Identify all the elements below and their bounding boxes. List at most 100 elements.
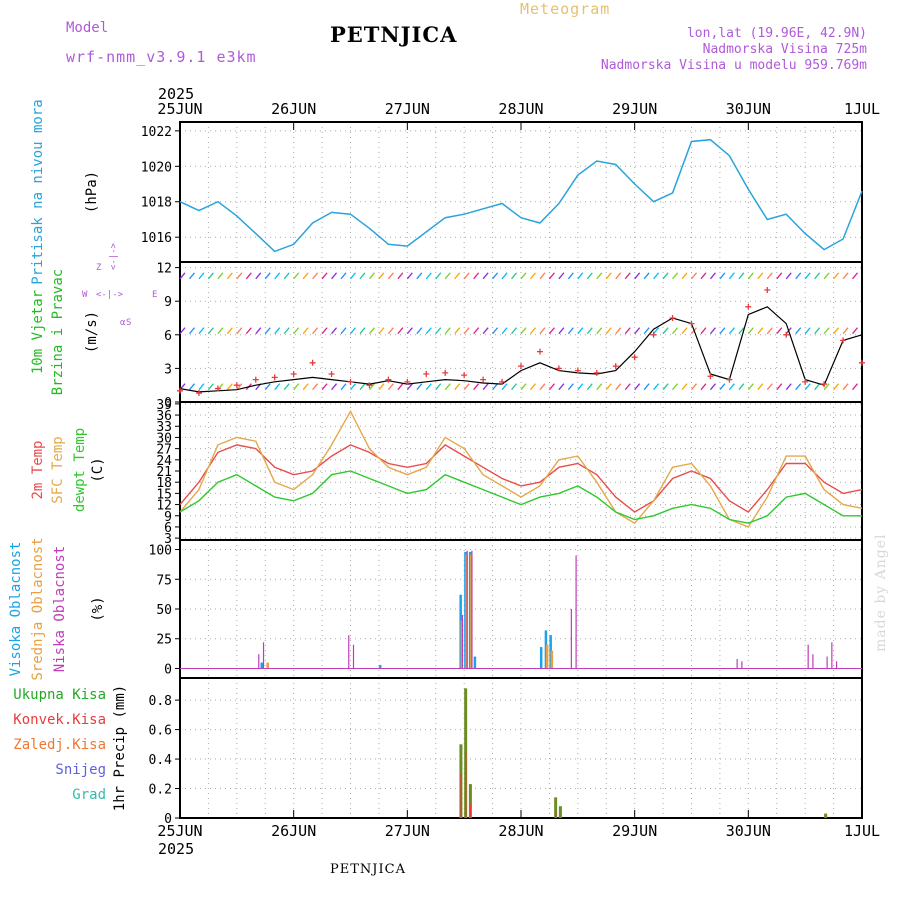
wind-barb: [577, 383, 584, 391]
wind-barb: [728, 383, 735, 391]
wind-barb: [634, 327, 641, 335]
wind-barb: [766, 327, 773, 335]
wind-label-2: Brzina i Pravac: [50, 269, 66, 395]
wind-barb: [586, 272, 593, 280]
wind-barb: [482, 272, 489, 280]
wind-barb: [814, 272, 821, 280]
wind-barb: [558, 327, 565, 335]
wind-barb: [520, 272, 527, 280]
cloud-bar: [473, 656, 477, 669]
wind-barb: [302, 383, 309, 391]
x-tick-label-top: 30JUN: [726, 100, 771, 118]
wind-barb: [548, 327, 555, 335]
wind-barb: [378, 383, 385, 391]
wind-barb: [529, 272, 536, 280]
wind-barb: [473, 272, 480, 280]
wind-gust-marker: [423, 371, 430, 377]
y-tick-label: 0: [164, 662, 172, 677]
wind-gust-marker: [518, 363, 524, 370]
wind-gust-marker: [764, 287, 771, 293]
y-tick-label: 0.8: [149, 694, 172, 709]
wind-barb: [207, 272, 214, 280]
precip-legend-item: Snijeg: [55, 762, 106, 778]
wind-gust-marker: [442, 369, 449, 376]
wind-barb: [188, 327, 195, 335]
compass-w: W: [82, 290, 88, 300]
wind-gust-marker: [555, 365, 562, 372]
cloud-bar: [262, 642, 265, 669]
wind-barb: [624, 383, 631, 391]
wind-barb: [454, 327, 461, 335]
wind-barb: [548, 272, 555, 280]
wind-gust-marker: [214, 385, 221, 392]
temp-unit: (C): [90, 457, 106, 482]
wind-barb: [340, 383, 347, 391]
wind-barb: [738, 383, 745, 391]
wind-barb: [274, 272, 281, 280]
wind-barb: [814, 383, 821, 391]
y-tick-label: 18: [156, 476, 172, 491]
wind-barb: [188, 272, 195, 280]
wind-barb: [501, 327, 508, 335]
wind-barb: [709, 272, 716, 280]
wind-barb: [709, 327, 716, 335]
wind-barb: [198, 272, 205, 280]
cloud-bar: [466, 550, 468, 669]
temp-label-dew: dewpt Temp: [72, 428, 88, 512]
wind-barb: [207, 383, 214, 391]
wind-barb: [264, 272, 271, 280]
station-title: PETNJICA: [330, 22, 458, 47]
wind-barb: [406, 272, 413, 280]
wind-barb: [567, 383, 574, 391]
wind-barb: [236, 383, 243, 391]
wind-barb: [814, 327, 821, 335]
wind-barb: [520, 383, 527, 391]
footer-station: PETNJICA: [330, 862, 406, 877]
y-tick-label: 9: [164, 510, 172, 525]
wind-barb: [435, 272, 442, 280]
wind-gust-marker: [347, 378, 354, 385]
y-tick-label: 25: [156, 633, 172, 648]
wind-barb: [397, 327, 404, 335]
wind-gust-marker: [366, 382, 373, 389]
wind-gust-marker: [612, 363, 619, 370]
temp-label-sfc: SFC Temp: [50, 436, 66, 503]
wind-barb: [615, 327, 622, 335]
y-tick-label: 12: [156, 499, 172, 514]
wind-gust-marker: [271, 374, 278, 381]
wind-barb: [359, 383, 366, 391]
wind-barb: [776, 383, 783, 391]
wind-barb: [567, 272, 574, 280]
wind-barb: [596, 383, 603, 391]
wind-barb: [586, 383, 593, 391]
wind-barb: [321, 383, 328, 391]
wind-barb: [511, 383, 518, 391]
model-label: Model: [66, 20, 109, 36]
wind-barb: [321, 327, 328, 335]
wind-barb: [747, 383, 754, 391]
wind-gust-marker: [669, 315, 676, 321]
y-tick-label: 75: [156, 573, 172, 588]
wind-barb: [473, 383, 480, 391]
cloud-bar: [826, 656, 828, 669]
cloud-bar: [378, 664, 382, 669]
wind-barb: [643, 383, 650, 391]
wind-barb: [567, 327, 574, 335]
y-tick-label: 0: [164, 396, 172, 411]
cloud-bar: [741, 661, 743, 669]
cloud-bar: [831, 642, 833, 669]
wind-barb: [302, 272, 309, 280]
wind-barb: [529, 383, 536, 391]
x-tick-label-top: 25JUN: [157, 100, 202, 118]
wind-barb: [416, 327, 423, 335]
wind-barb: [387, 383, 394, 391]
wind-barb: [236, 327, 243, 335]
wind-barb: [662, 327, 669, 335]
y-tick-label: 27: [156, 443, 172, 458]
wind-barb: [350, 327, 356, 335]
cloud-bar: [812, 654, 814, 669]
wind-gust-marker: [404, 378, 411, 385]
wind-barb: [728, 272, 735, 280]
wind-barb: [842, 383, 849, 391]
